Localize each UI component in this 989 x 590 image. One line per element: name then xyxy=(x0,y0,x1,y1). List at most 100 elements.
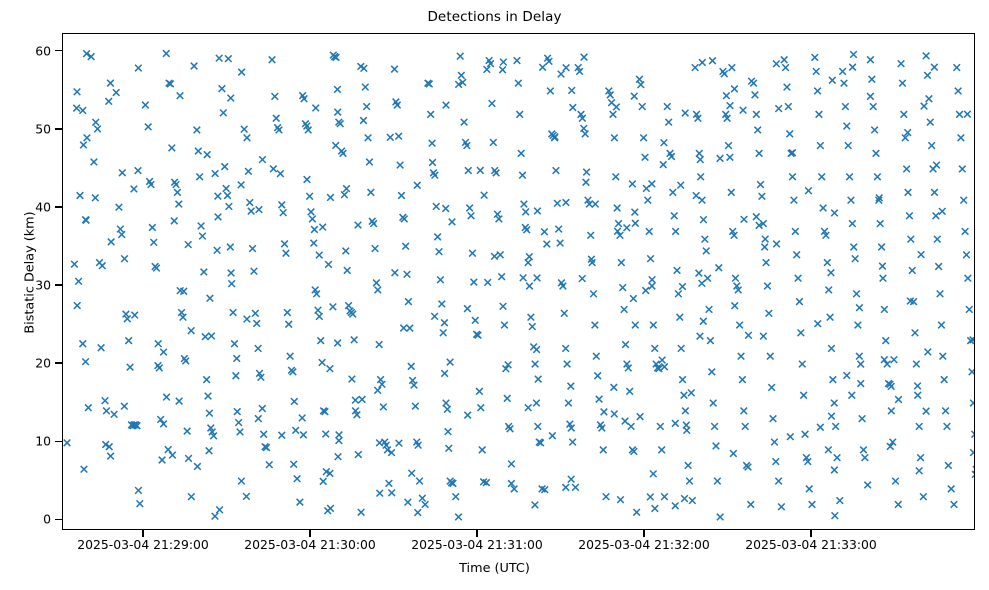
scatter-marker xyxy=(444,427,452,436)
scatter-marker xyxy=(902,165,911,173)
scatter-marker xyxy=(883,360,891,368)
plot-area[interactable] xyxy=(62,33,975,530)
scatter-marker xyxy=(348,375,356,383)
scatter-marker xyxy=(403,270,411,279)
scatter-marker xyxy=(828,76,837,85)
scatter-marker xyxy=(579,124,588,133)
scatter-marker xyxy=(81,357,90,366)
scatter-marker xyxy=(739,407,748,415)
scatter-marker xyxy=(659,160,668,169)
scatter-marker xyxy=(187,326,195,335)
scatter-marker xyxy=(966,336,974,345)
scatter-marker xyxy=(507,479,516,488)
scatter-marker xyxy=(908,266,917,275)
scatter-marker xyxy=(611,172,620,181)
scatter-marker xyxy=(534,375,543,383)
scatter-marker xyxy=(726,153,734,162)
y-axis-tick-mark xyxy=(55,50,62,52)
scatter-marker xyxy=(102,407,111,415)
scatter-marker xyxy=(734,286,743,294)
scatter-marker xyxy=(930,188,939,197)
scatter-marker xyxy=(225,202,233,211)
scatter-marker xyxy=(116,225,125,233)
scatter-marker xyxy=(265,460,274,469)
scatter-marker xyxy=(847,391,856,400)
y-axis-tick-label: 20 xyxy=(35,355,51,371)
scatter-marker xyxy=(334,452,342,461)
scatter-marker xyxy=(130,311,139,319)
scatter-marker xyxy=(880,305,889,314)
scatter-marker xyxy=(483,278,492,287)
scatter-marker xyxy=(76,191,84,200)
scatter-marker xyxy=(159,348,168,356)
scatter-marker xyxy=(753,126,762,134)
scatter-marker xyxy=(591,200,600,208)
scatter-marker xyxy=(471,316,480,325)
scatter-marker xyxy=(181,357,190,365)
scatter-marker xyxy=(454,80,463,89)
scatter-marker xyxy=(738,375,747,384)
scatter-marker xyxy=(496,250,505,259)
y-axis-tick-label: 50 xyxy=(35,121,51,137)
scatter-marker xyxy=(120,402,129,411)
scatter-marker xyxy=(631,219,640,228)
scatter-marker xyxy=(567,424,576,432)
scatter-marker xyxy=(257,373,265,382)
scatter-marker xyxy=(593,371,602,380)
scatter-marker xyxy=(562,63,570,72)
scatter-marker xyxy=(329,302,337,311)
scatter-marker xyxy=(830,399,839,407)
scatter-marker xyxy=(133,421,141,430)
scatter-marker xyxy=(175,397,183,405)
scatter-marker xyxy=(769,414,777,423)
scatter-marker xyxy=(298,414,307,422)
scatter-marker xyxy=(568,103,577,112)
scatter-marker xyxy=(868,75,876,84)
scatter-marker xyxy=(816,423,825,432)
scatter-marker xyxy=(667,152,676,161)
scatter-marker xyxy=(582,168,591,176)
scatter-marker xyxy=(375,489,384,498)
scatter-marker xyxy=(280,240,289,248)
scatter-marker xyxy=(827,412,836,420)
scatter-marker xyxy=(428,158,437,167)
scatter-marker xyxy=(177,308,186,317)
scatter-marker xyxy=(788,148,797,157)
scatter-marker xyxy=(233,407,242,416)
scatter-marker xyxy=(724,141,733,150)
scatter-marker xyxy=(959,196,968,205)
scatter-marker xyxy=(712,442,720,450)
scatter-marker xyxy=(709,399,718,407)
scatter-marker xyxy=(919,492,928,501)
scatter-marker xyxy=(101,396,109,405)
scatter-marker xyxy=(795,297,804,306)
scatter-marker xyxy=(97,343,105,352)
scatter-marker xyxy=(873,172,882,181)
scatter-marker xyxy=(195,172,204,181)
scatter-marker xyxy=(460,118,468,126)
scatter-marker xyxy=(755,221,763,230)
scatter-marker xyxy=(648,180,656,188)
scatter-marker xyxy=(900,110,908,119)
scatter-marker xyxy=(849,243,858,251)
scatter-marker xyxy=(158,456,166,464)
scatter-marker xyxy=(497,272,506,281)
scatter-marker xyxy=(702,247,711,255)
scatter-marker xyxy=(272,114,281,123)
scatter-marker xyxy=(944,461,953,470)
scatter-marker xyxy=(244,167,253,176)
scatter-marker xyxy=(478,446,487,454)
scatter-marker xyxy=(906,235,915,244)
scatter-marker xyxy=(751,91,759,99)
scatter-marker xyxy=(783,83,791,91)
scatter-marker xyxy=(869,102,878,111)
scatter-marker xyxy=(243,133,251,142)
scatter-marker xyxy=(621,340,630,349)
scatter-marker xyxy=(404,297,413,306)
scatter-marker xyxy=(268,55,276,64)
scatter-marker xyxy=(696,172,705,181)
scatter-marker xyxy=(513,56,521,65)
scatter-marker xyxy=(714,263,723,272)
scatter-marker xyxy=(863,481,872,489)
y-axis-tick-mark xyxy=(55,206,62,208)
